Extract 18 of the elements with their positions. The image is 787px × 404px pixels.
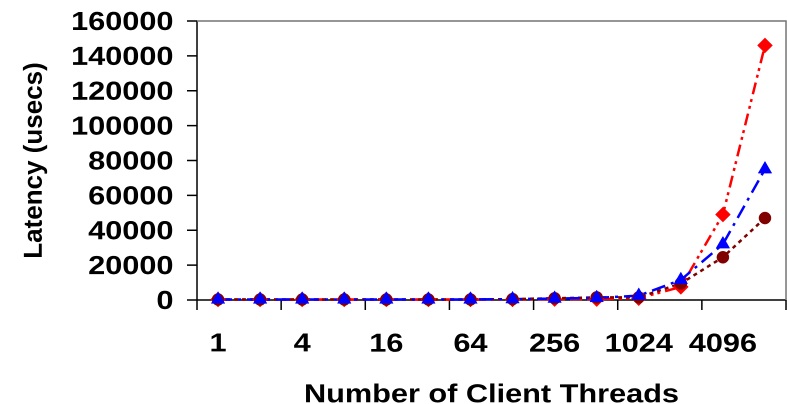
y-tick-label: 160000 <box>73 12 172 30</box>
x-tick-label: 4 <box>294 334 311 352</box>
y-tick-label: 40000 <box>88 221 172 240</box>
y-axis-title: Latency (usecs) <box>22 64 48 258</box>
y-tick-label: 80000 <box>89 151 172 170</box>
x-tick-label: 16 <box>371 334 402 352</box>
x-tick-label: 1024 <box>606 334 673 352</box>
y-tick-label: 120000 <box>73 82 172 100</box>
y-tick-label: 60000 <box>89 186 172 205</box>
y-tick-label: 100000 <box>73 116 172 135</box>
x-tick-label: 1 <box>211 334 226 352</box>
y-tick-label: 0 <box>158 290 172 310</box>
x-tick-label: 64 <box>454 334 488 352</box>
x-axis-title: Number of Client Threads <box>306 383 678 403</box>
x-tick-label: 256 <box>530 334 580 352</box>
y-tick-label: 20000 <box>89 256 172 274</box>
x-tick-label: 4096 <box>689 334 756 352</box>
y-tick-label: 140000 <box>73 46 172 66</box>
